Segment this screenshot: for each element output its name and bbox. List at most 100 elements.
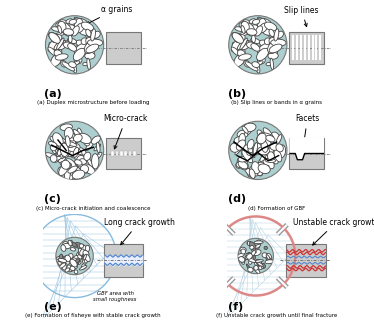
Ellipse shape — [58, 150, 67, 163]
Ellipse shape — [58, 21, 66, 32]
Text: (c) Micro-crack initiation and coalescence: (c) Micro-crack initiation and coalescen… — [36, 206, 151, 211]
Ellipse shape — [243, 145, 250, 152]
Text: Unstable crack growth: Unstable crack growth — [293, 218, 374, 245]
Ellipse shape — [83, 62, 88, 66]
Ellipse shape — [264, 38, 271, 44]
Ellipse shape — [73, 147, 79, 157]
Circle shape — [46, 121, 104, 180]
Ellipse shape — [84, 259, 88, 263]
Ellipse shape — [252, 246, 257, 252]
Ellipse shape — [61, 245, 66, 252]
Ellipse shape — [59, 26, 66, 33]
Ellipse shape — [257, 136, 264, 143]
Ellipse shape — [256, 265, 259, 268]
Ellipse shape — [56, 23, 63, 28]
Ellipse shape — [56, 38, 64, 50]
Ellipse shape — [246, 29, 257, 35]
Ellipse shape — [268, 42, 279, 54]
Ellipse shape — [246, 42, 258, 49]
Ellipse shape — [84, 139, 90, 146]
Ellipse shape — [254, 261, 263, 268]
Ellipse shape — [70, 240, 73, 245]
Ellipse shape — [249, 256, 253, 261]
Ellipse shape — [256, 262, 263, 266]
Ellipse shape — [242, 26, 249, 33]
Ellipse shape — [239, 41, 250, 50]
Ellipse shape — [59, 137, 63, 143]
Circle shape — [46, 16, 104, 74]
Ellipse shape — [230, 143, 240, 152]
Ellipse shape — [86, 140, 94, 151]
Ellipse shape — [77, 162, 87, 173]
Ellipse shape — [54, 156, 61, 160]
Circle shape — [229, 16, 287, 74]
Ellipse shape — [257, 147, 270, 155]
Ellipse shape — [257, 56, 265, 64]
Ellipse shape — [255, 26, 263, 36]
Ellipse shape — [46, 153, 57, 159]
Ellipse shape — [239, 23, 246, 28]
Ellipse shape — [70, 259, 77, 267]
Ellipse shape — [268, 52, 278, 59]
Ellipse shape — [271, 39, 286, 46]
Ellipse shape — [243, 123, 256, 132]
Ellipse shape — [68, 166, 77, 173]
Ellipse shape — [74, 46, 83, 56]
Ellipse shape — [261, 165, 269, 172]
Text: (f) Unstable crack growth until final fracture: (f) Unstable crack growth until final fr… — [216, 313, 337, 318]
Ellipse shape — [74, 17, 83, 24]
Ellipse shape — [70, 248, 76, 251]
Ellipse shape — [80, 245, 83, 249]
Ellipse shape — [65, 255, 71, 262]
Ellipse shape — [59, 263, 66, 268]
Ellipse shape — [64, 142, 77, 152]
Ellipse shape — [257, 169, 263, 176]
Ellipse shape — [265, 146, 269, 159]
Ellipse shape — [235, 142, 244, 155]
Ellipse shape — [69, 20, 76, 24]
Ellipse shape — [246, 255, 254, 260]
Ellipse shape — [75, 259, 80, 263]
Text: Facets: Facets — [295, 114, 319, 155]
Ellipse shape — [262, 263, 266, 268]
Ellipse shape — [91, 29, 95, 41]
Ellipse shape — [234, 54, 245, 67]
Ellipse shape — [58, 261, 66, 267]
Ellipse shape — [74, 43, 88, 54]
Ellipse shape — [253, 245, 260, 251]
Ellipse shape — [73, 48, 85, 60]
Bar — [106, 138, 141, 169]
Ellipse shape — [255, 260, 260, 263]
Ellipse shape — [242, 150, 252, 163]
Ellipse shape — [246, 252, 251, 260]
Ellipse shape — [254, 267, 260, 274]
Ellipse shape — [55, 54, 68, 60]
Ellipse shape — [91, 136, 100, 144]
Ellipse shape — [50, 136, 64, 144]
Ellipse shape — [231, 47, 240, 56]
Ellipse shape — [56, 41, 67, 50]
Ellipse shape — [244, 60, 250, 67]
Ellipse shape — [252, 20, 260, 24]
Ellipse shape — [248, 166, 255, 177]
Ellipse shape — [79, 248, 83, 257]
Ellipse shape — [80, 249, 85, 255]
Bar — [124, 151, 127, 156]
Ellipse shape — [241, 129, 252, 138]
Ellipse shape — [250, 170, 264, 176]
Ellipse shape — [253, 244, 261, 249]
Ellipse shape — [80, 43, 86, 52]
Ellipse shape — [59, 164, 68, 176]
Ellipse shape — [86, 29, 91, 37]
Ellipse shape — [79, 26, 94, 35]
Ellipse shape — [248, 267, 253, 272]
Text: (b): (b) — [228, 89, 246, 99]
Ellipse shape — [74, 160, 82, 165]
Ellipse shape — [48, 47, 57, 56]
Ellipse shape — [259, 40, 273, 48]
Ellipse shape — [60, 124, 73, 131]
Ellipse shape — [245, 62, 258, 71]
Ellipse shape — [269, 44, 282, 53]
Ellipse shape — [71, 263, 74, 271]
Ellipse shape — [63, 42, 74, 49]
